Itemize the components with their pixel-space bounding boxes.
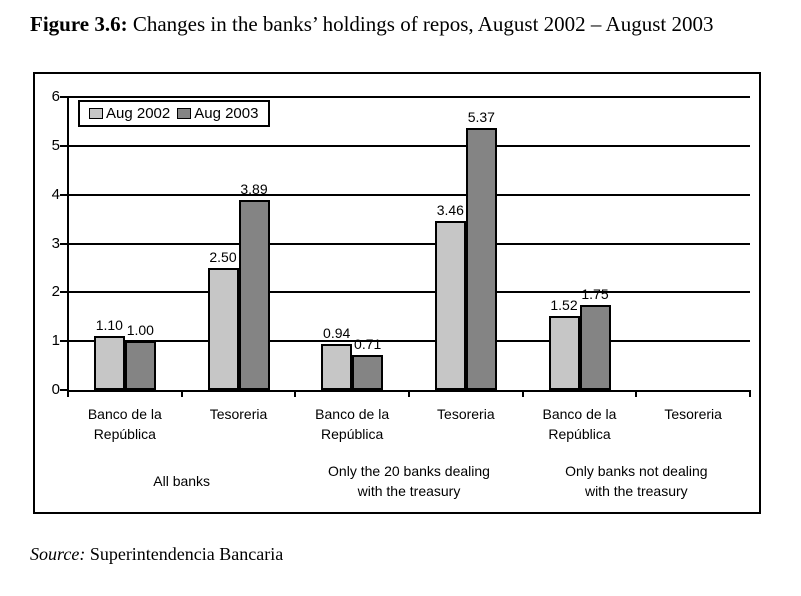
legend-swatch-icon <box>89 108 103 119</box>
y-axis-label: 2 <box>51 283 60 301</box>
category-label: Banco de la República <box>87 406 162 442</box>
legend-item: Aug 2003 <box>177 105 258 122</box>
legend-item: Aug 2002 <box>89 105 170 122</box>
y-tick <box>60 242 68 245</box>
legend-swatch-icon <box>177 108 192 119</box>
group-label: Only banks not dealing with the treasury <box>565 463 708 499</box>
category-label: Tesoreria <box>664 406 722 422</box>
bar-aug-2003 <box>465 127 497 390</box>
bar-aug-2002 <box>321 344 353 390</box>
y-axis-label: 4 <box>51 185 60 203</box>
bar-value-label: 1.00 <box>126 322 154 339</box>
figure-title-prefix: Figure 3.6: <box>30 12 128 36</box>
figure-title-text: Changes in the banks’ holdings of repos,… <box>127 12 714 36</box>
y-axis-label: 1 <box>51 332 60 350</box>
chart-frame: Aug 2002 Aug 2003 0 1 2 3 4 5 6 1.10 2.50 0.94 3.46… <box>33 72 761 514</box>
group-label: All banks <box>153 473 211 489</box>
x-tick <box>749 390 751 397</box>
x-tick <box>521 390 524 397</box>
x-tick <box>408 390 410 397</box>
y-axis-label: 0 <box>51 381 60 398</box>
gridline <box>68 96 750 98</box>
bar-aug-2003 <box>579 304 611 390</box>
y-axis-label: 5 <box>51 136 60 154</box>
source-note: Source: Superintendencia Bancaria <box>30 544 283 565</box>
bar-value-label: 0.71 <box>354 336 382 353</box>
source-text: Superintendencia Bancaria <box>85 544 284 564</box>
gridline <box>68 242 750 245</box>
bar-value-label: 1.75 <box>581 285 609 302</box>
y-tick <box>60 193 68 196</box>
y-tick <box>60 389 68 391</box>
y-axis-label: 6 <box>51 88 60 105</box>
x-tick <box>294 390 297 397</box>
y-tick <box>60 96 68 98</box>
y-tick <box>60 144 68 147</box>
x-tick <box>635 390 638 397</box>
gridline <box>68 340 750 343</box>
category-label: Banco de la República <box>542 406 617 442</box>
bar-aug-2003 <box>238 200 270 390</box>
figure-title: Figure 3.6: Changes in the banks’ holdin… <box>30 12 790 37</box>
y-tick <box>60 291 68 294</box>
category-label: Tesoreria <box>209 406 268 422</box>
legend-label: Aug 2003 <box>194 105 259 122</box>
group-label: Only the 20 banks dealing with the treasu… <box>328 463 490 499</box>
bar-aug-2002 <box>434 221 466 390</box>
gridline <box>68 144 750 147</box>
source-label: Source: <box>30 544 86 564</box>
category-label: Tesoreria <box>437 406 495 422</box>
chart-legend: Aug 2002 Aug 2003 <box>78 100 271 127</box>
gridline <box>68 291 750 294</box>
x-tick <box>180 390 183 397</box>
y-axis <box>67 97 69 392</box>
bar-aug-2002 <box>548 315 580 390</box>
bar-aug-2003 <box>124 341 156 390</box>
legend-label: Aug 2002 <box>106 105 171 122</box>
y-axis-label: 3 <box>51 234 60 252</box>
bar-aug-2003 <box>352 355 384 390</box>
category-label: Banco de la República <box>315 406 390 442</box>
bar-aug-2002 <box>93 336 125 390</box>
bar-value-label: 3.46 <box>436 202 464 219</box>
bar-value-label: 2.50 <box>209 248 237 265</box>
gridline <box>68 193 750 196</box>
bar-value-label: 3.89 <box>240 181 268 198</box>
bar-value-label: 5.37 <box>467 108 495 125</box>
bar-aug-2002 <box>207 267 239 390</box>
x-tick <box>67 390 69 397</box>
bar-value-label: 1.52 <box>550 296 578 313</box>
bar-value-label: 1.10 <box>95 317 123 334</box>
bar-value-label: 0.94 <box>323 325 351 342</box>
y-tick <box>60 340 68 343</box>
